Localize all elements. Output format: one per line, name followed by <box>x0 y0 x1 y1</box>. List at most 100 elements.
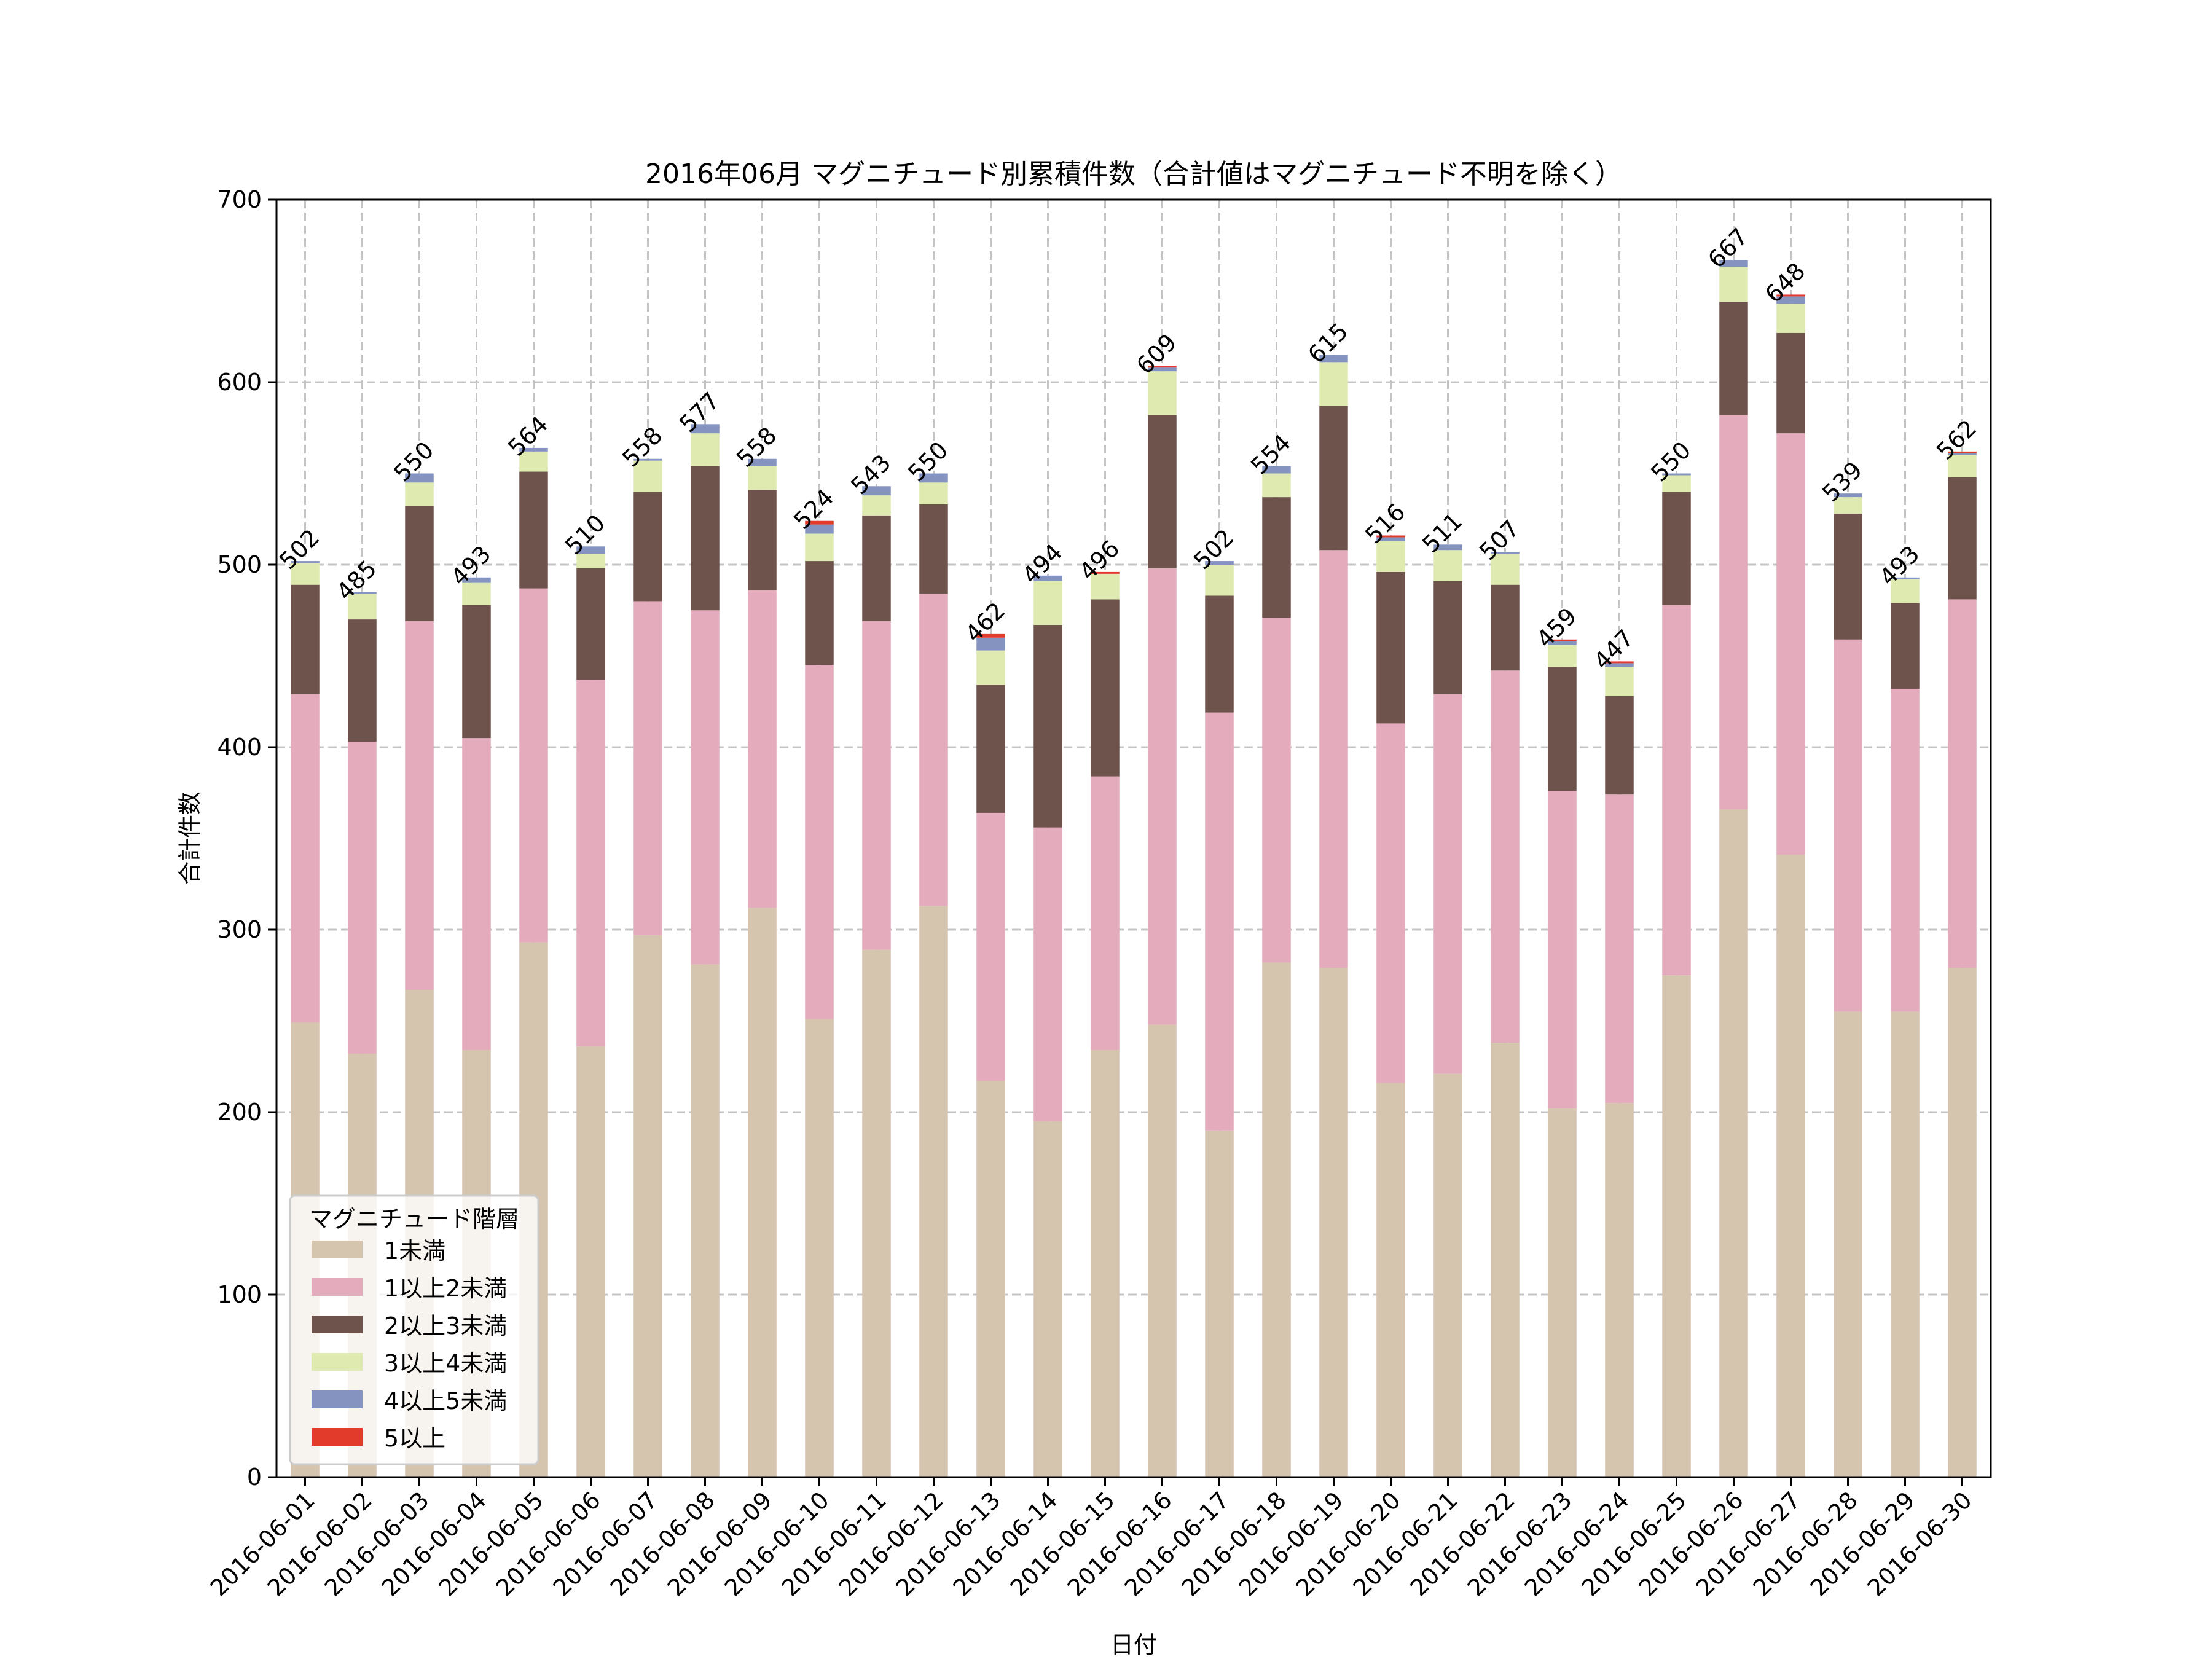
y-tick-label: 200 <box>217 1099 262 1126</box>
bar-segment <box>1148 415 1177 568</box>
bar-segment <box>805 561 834 665</box>
bar-segment <box>1891 688 1920 1012</box>
bar-segment <box>1719 415 1748 809</box>
bar-segment <box>1262 466 1291 474</box>
bar-segment <box>862 621 891 950</box>
bar-segment <box>748 590 777 908</box>
bar-segment <box>1491 552 1520 554</box>
bar-segment <box>1662 975 1691 1477</box>
bar-segment <box>1319 362 1348 406</box>
bar-segment <box>1776 332 1805 434</box>
bar-segment <box>1834 1011 1862 1477</box>
bar-segment <box>291 563 320 585</box>
bar-segment <box>1605 696 1634 795</box>
bar-segment <box>1834 513 1862 640</box>
bar-segment <box>862 495 891 516</box>
bar-segment <box>691 424 720 434</box>
y-tick-label: 400 <box>217 734 262 761</box>
bar-segment <box>1148 367 1177 372</box>
bar-segment <box>1491 1043 1520 1477</box>
bar-segment <box>348 619 377 742</box>
bar-segment <box>405 482 434 506</box>
bar-segment <box>1891 577 1920 579</box>
bar-segment <box>748 458 777 466</box>
y-axis: 0 100 200 300 400 500 600 700 <box>217 186 276 1491</box>
bar-stack <box>748 458 777 1477</box>
bar-segment <box>1205 1130 1234 1477</box>
legend-label: 3以上4未満 <box>384 1350 507 1377</box>
bar-segment <box>576 568 605 680</box>
bar-segment <box>1719 809 1748 1477</box>
bar-segment <box>633 460 662 492</box>
bar-segment <box>1376 541 1405 572</box>
bar-segment <box>862 949 891 1477</box>
bar-segment <box>1491 584 1520 671</box>
legend-item: 2以上3未満 <box>312 1312 507 1339</box>
y-tick-label: 500 <box>217 551 262 578</box>
bar-segment <box>291 561 320 563</box>
bar-segment <box>1662 605 1691 976</box>
bar-segment <box>976 685 1005 813</box>
bar-segment <box>1834 493 1862 498</box>
bar-segment <box>919 473 948 483</box>
bar-segment <box>919 504 948 594</box>
bar-stack <box>1091 571 1120 1477</box>
bar-segment <box>862 515 891 622</box>
bar-stack <box>1719 260 1748 1477</box>
bar-stack <box>633 458 662 1477</box>
bar-segment <box>1433 550 1462 581</box>
legend-title: マグニチュード階層 <box>309 1206 519 1233</box>
legend-items: 1未満 1以上2未満 2以上3未満 3以上4未満 4以上5未満 5以上 <box>312 1237 507 1452</box>
legend-swatch <box>312 1390 363 1408</box>
bar-segment <box>291 694 320 1023</box>
bar-segment <box>748 490 777 590</box>
legend: マグニチュード階層 1未満 1以上2未満 2以上3未満 3以上4未満 4以上5未満 5以上 <box>289 1194 539 1465</box>
y-tick-label: 100 <box>217 1281 262 1308</box>
bar-segment <box>1948 453 1977 455</box>
bar-segment <box>691 610 720 965</box>
bar-segment <box>519 471 548 589</box>
bar-stack <box>1376 535 1405 1477</box>
bar-segment <box>1262 473 1291 498</box>
bar-stack <box>1033 575 1062 1477</box>
bar-segment <box>1719 260 1748 267</box>
bar-segment <box>1776 855 1805 1477</box>
bar-segment <box>1376 1083 1405 1477</box>
bar-segment <box>1548 639 1577 641</box>
bar-segment <box>1948 599 1977 968</box>
bar-segment <box>1548 645 1577 667</box>
bar-segment <box>805 520 834 525</box>
bar-segment <box>1319 968 1348 1477</box>
bar-segment <box>576 1046 605 1477</box>
bar-segment <box>1605 663 1634 667</box>
bar-segment <box>1319 550 1348 968</box>
bar-segment <box>633 492 662 602</box>
bar-segment <box>748 466 777 490</box>
plot-frame <box>275 198 1992 1478</box>
y-tick-label: 0 <box>247 1464 262 1491</box>
bar-segment <box>1605 1103 1634 1477</box>
bar-segment <box>748 908 777 1477</box>
x-axis-label: 日付 <box>1110 1631 1157 1658</box>
bar-segment <box>1605 794 1634 1104</box>
bar-segment <box>805 1019 834 1477</box>
legend-swatch <box>312 1278 363 1296</box>
bar-segment <box>1776 304 1805 333</box>
legend-label: 1以上2未満 <box>384 1275 507 1302</box>
bar-segment <box>1148 1024 1177 1477</box>
bar-segment <box>1891 603 1920 689</box>
bar-stack <box>691 424 720 1477</box>
bar-segment <box>1262 497 1291 618</box>
bar-stack <box>1205 561 1234 1477</box>
bar-segment <box>1891 1011 1920 1477</box>
bar-segment <box>1548 641 1577 645</box>
bar-segment <box>1148 568 1177 1025</box>
bar-segment <box>405 621 434 990</box>
bar-segment <box>1262 618 1291 963</box>
bar-segment <box>976 633 1005 638</box>
bar-segment <box>519 447 548 452</box>
bar-segment <box>576 554 605 568</box>
bar-segment <box>519 451 548 472</box>
bar-segment <box>919 906 948 1477</box>
